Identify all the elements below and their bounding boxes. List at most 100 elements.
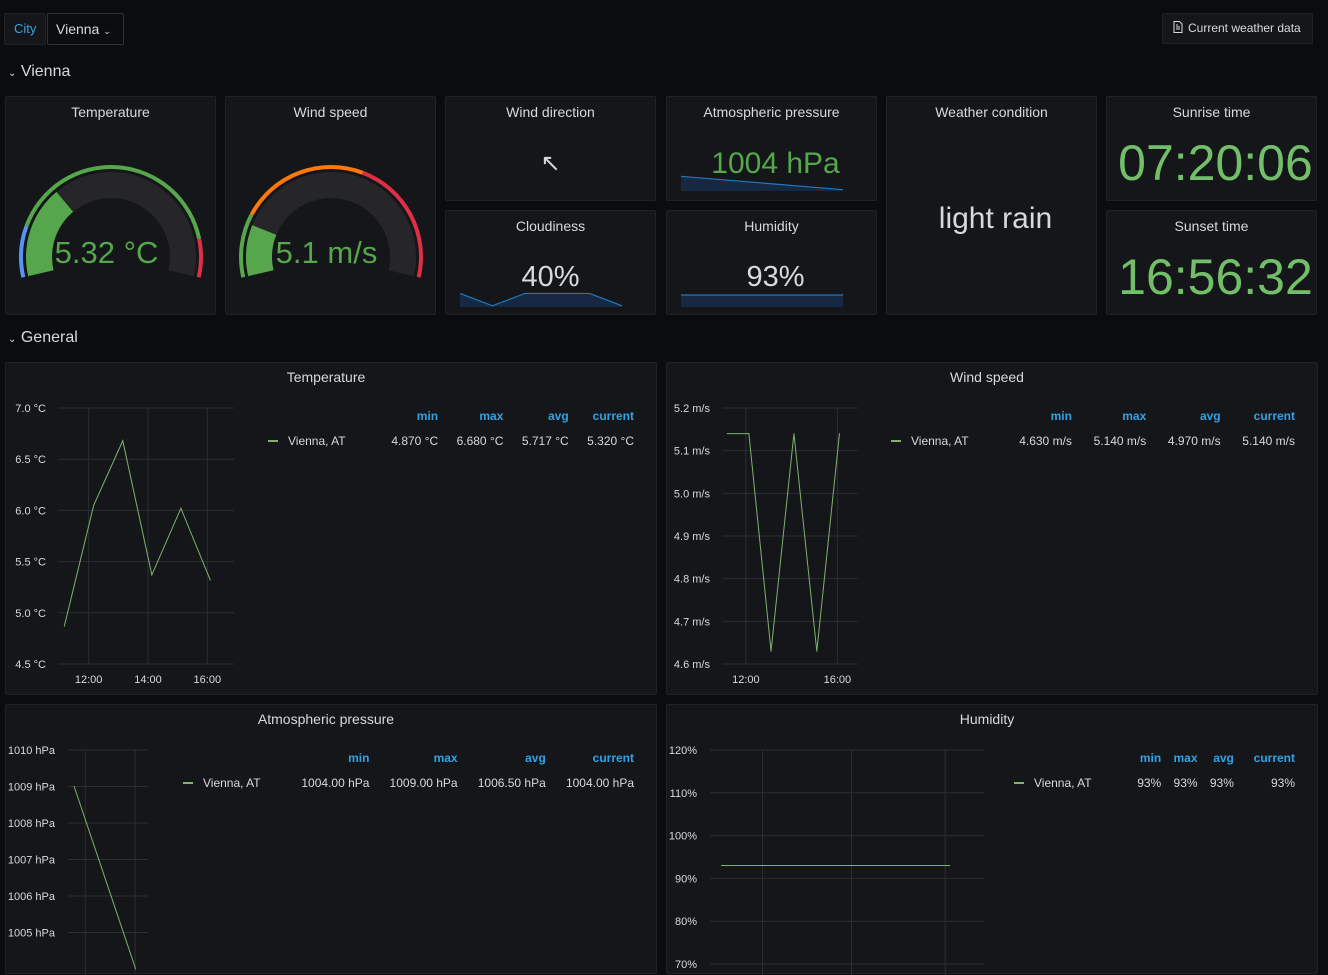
- temperature-graph-panel: Temperature 7.0 °C 6.5 °C 6.0 °C 5.5 °C 5.0 …: [5, 362, 657, 695]
- humidity-value: 93%: [746, 261, 805, 293]
- cloudiness-sparkline: [460, 292, 622, 307]
- gauge-threshold-band: [196, 238, 203, 278]
- legend-value: 6.680 °C: [456, 433, 504, 448]
- legend-value: 4.870 °C: [391, 433, 439, 448]
- link-label: Current weather data: [1188, 21, 1301, 35]
- panel-title: Humidity: [744, 218, 799, 234]
- humidity-sparkline: [681, 294, 843, 307]
- y-tick-label: 1008 hPa: [8, 818, 56, 830]
- gauge-threshold-band: [239, 213, 254, 278]
- legend-value: 93%: [1209, 775, 1234, 790]
- wind-speed-legend: min max avg current Vienna, AT 4.630 m/s 5.140…: [889, 402, 1297, 454]
- series-line: [73, 786, 137, 970]
- y-tick-label: 1009 hPa: [8, 782, 56, 794]
- data-point: [838, 433, 840, 435]
- data-point: [816, 650, 818, 652]
- pressure-value: 1004 hPa: [711, 147, 840, 180]
- legend-header-current: current: [1253, 408, 1295, 423]
- variable-label-city: City: [4, 13, 47, 45]
- panel-title: Sunset time: [1174, 218, 1249, 234]
- city-select-value: Vienna: [56, 21, 100, 37]
- data-point: [770, 650, 772, 652]
- pressure-sparkline: [681, 175, 843, 191]
- legend-row[interactable]: Vienna, AT 4.870 °C 6.680 °C 5.717 °C 5.320 …: [268, 429, 634, 452]
- humidity-stat-panel: Humidity 93%: [666, 210, 877, 315]
- x-tick-label: 12:00: [75, 674, 103, 686]
- wind-speed-chart[interactable]: 5.2 m/s 5.1 m/s 5.0 m/s 4.9 m/s 4.8 m/s 4.7 m…: [667, 363, 1319, 696]
- y-tick-label: 100%: [669, 831, 697, 843]
- row-title: Vienna: [20, 63, 71, 80]
- humidity-legend: min max avg current Vienna, AT 93% 93% 93% 93%: [1012, 744, 1297, 796]
- sparkline-area: [681, 295, 843, 307]
- sunset-value: 16:56:32: [1118, 249, 1313, 305]
- y-tick-label: 5.5 °C: [15, 557, 46, 569]
- legend-value: 5.140 m/s: [1093, 433, 1147, 448]
- legend-series-name[interactable]: Vienna, AT: [911, 433, 969, 448]
- wind-direction-panel: Wind direction ↖: [445, 96, 656, 201]
- temperature-gauge: [18, 165, 203, 278]
- row-title: General: [20, 329, 78, 346]
- data-point: [93, 504, 95, 506]
- legend-header: min max avg current: [268, 404, 634, 427]
- temperature-gauge-panel: Temperature 5.32 °C: [5, 96, 216, 315]
- row-general[interactable]: ⌄ General: [8, 329, 78, 347]
- city-select[interactable]: Vienna ⌄: [47, 13, 124, 45]
- legend-value: 4.630 m/s: [1019, 433, 1072, 448]
- data-point: [135, 968, 137, 970]
- series-swatch: [891, 440, 901, 443]
- legend-header-min: min: [1139, 750, 1162, 765]
- y-tick-label: 4.8 m/s: [674, 574, 711, 586]
- y-tick-label: 1007 hPa: [8, 855, 56, 867]
- y-tick-label: 5.0 m/s: [674, 488, 711, 500]
- wind-speed-gauge: [239, 165, 423, 278]
- x-tick-label: 14:00: [134, 674, 162, 686]
- data-point: [209, 579, 211, 581]
- legend-row[interactable]: Vienna, AT 4.630 m/s 5.140 m/s 4.970 m/s 5.1…: [891, 429, 1295, 452]
- series-swatch: [183, 782, 193, 785]
- legend-value: 5.717 °C: [521, 433, 569, 448]
- pressure-graph-panel: Atmospheric pressure 1010 hPa 1009 hPa 100…: [5, 704, 657, 975]
- panel-title: Temperature: [286, 369, 366, 385]
- chevron-down-icon: ⌄: [103, 26, 111, 36]
- panel-title: Weather condition: [935, 104, 1048, 120]
- wind-direction-arrow-icon: ↖: [540, 150, 561, 177]
- temperature-chart[interactable]: 7.0 °C 6.5 °C 6.0 °C 5.5 °C 5.0 °C 4.5 °C 12:0…: [6, 363, 658, 696]
- data-point: [122, 440, 124, 442]
- y-tick-label: 6.0 °C: [15, 505, 46, 517]
- x-tick-label: 16:00: [194, 674, 222, 686]
- legend-row[interactable]: Vienna, AT 93% 93% 93% 93%: [1014, 771, 1295, 794]
- data-point: [949, 865, 951, 867]
- y-tick-label: 1010 hPa: [8, 745, 56, 757]
- gauge-threshold-band: [18, 225, 29, 278]
- y-tick-label: 6.5 °C: [15, 454, 46, 466]
- temperature-value: 5.32 °C: [54, 235, 159, 270]
- legend-value: 4.970 m/s: [1167, 433, 1221, 448]
- sparkline-line: [681, 175, 843, 191]
- panel-title: Cloudiness: [515, 218, 586, 234]
- panel-title: Wind speed: [950, 369, 1024, 385]
- legend-header-min: min: [1050, 408, 1072, 423]
- y-tick-label: 90%: [675, 873, 697, 885]
- legend-value: 1004.00 hPa: [301, 775, 370, 790]
- y-tick-label: 1005 hPa: [8, 928, 56, 940]
- legend-header-avg: avg: [525, 750, 546, 765]
- y-tick-label: 5.0 °C: [15, 608, 46, 620]
- panel-title: Wind speed: [293, 104, 368, 120]
- legend-row[interactable]: Vienna, AT 1004.00 hPa 1009.00 hPa 1006.50 …: [183, 771, 634, 794]
- legend-header-current: current: [1253, 750, 1295, 765]
- legend-header: min max avg current: [891, 404, 1295, 427]
- current-weather-data-link[interactable]: Current weather data: [1162, 13, 1313, 44]
- legend-series-name[interactable]: Vienna, AT: [288, 433, 346, 448]
- wind-speed-graph-panel: Wind speed 5.2 m/s 5.1 m/s 5.0 m/s 4.9 m/s 4…: [666, 362, 1318, 695]
- panel-title: Humidity: [959, 711, 1015, 727]
- x-tick-label: 12:00: [732, 674, 760, 686]
- legend-header-avg: avg: [547, 408, 569, 423]
- gauge-track: [246, 172, 416, 277]
- legend-series-name[interactable]: Vienna, AT: [203, 775, 261, 790]
- row-vienna[interactable]: ⌄ Vienna: [8, 63, 70, 81]
- panel-title: Atmospheric pressure: [703, 104, 840, 120]
- legend-header-min: min: [416, 408, 439, 423]
- y-tick-label: 5.1 m/s: [674, 446, 711, 458]
- legend-series-name[interactable]: Vienna, AT: [1034, 775, 1092, 790]
- y-tick-label: 1006 hPa: [8, 891, 56, 903]
